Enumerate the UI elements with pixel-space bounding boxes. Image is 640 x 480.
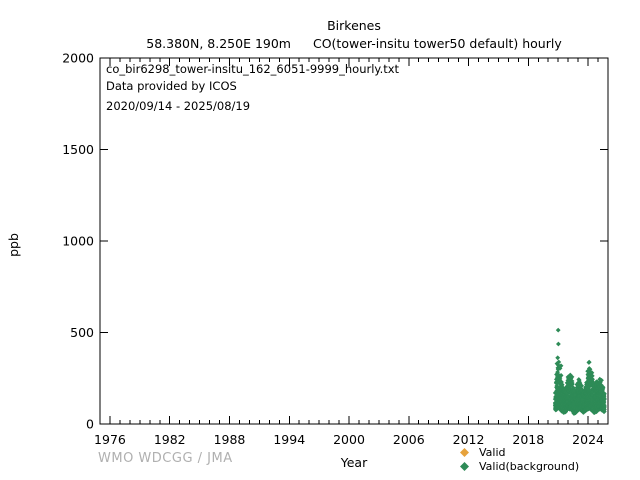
x-tick-label: 2018 <box>512 432 544 447</box>
y-tick-labels: 0 500 1000 1500 2000 <box>62 51 94 432</box>
footer-attribution: WMO WDCGG / JMA <box>98 451 233 466</box>
annotation-filename: co_bir6298_tower-insitu_162_6051-9999_ho… <box>106 62 400 76</box>
annotation-provider: Data provided by ICOS <box>106 79 237 93</box>
legend-label-valid: Valid <box>479 445 506 459</box>
x-tick-label: 2012 <box>453 432 485 447</box>
valid-diamond-icon <box>460 447 469 457</box>
annotation-period: 2020/09/14 - 2025/08/19 <box>106 99 251 113</box>
legend-label-valid-background: Valid(background) <box>479 459 580 473</box>
parameter-label: CO(tower-insitu tower50 default) hourly <box>312 36 562 51</box>
legend-item-valid: Valid <box>459 445 579 459</box>
y-tick-label: 0 <box>86 417 94 432</box>
x-tick-label: 1988 <box>214 432 246 447</box>
x-tick-label: 1982 <box>154 432 186 447</box>
legend: Valid Valid(background) <box>459 445 579 473</box>
valid-background-diamond-icon <box>460 461 469 471</box>
legend-item-valid-background: Valid(background) <box>459 459 579 473</box>
x-axis-label: Year <box>340 455 368 470</box>
x-tick-label: 2000 <box>333 432 365 447</box>
chart-title: Birkenes <box>327 18 381 33</box>
station-coordinates: 58.380N, 8.250E 190m <box>146 36 291 51</box>
chart-subtitle: 58.380N, 8.250E 190m CO(tower-insitu tow… <box>100 36 608 51</box>
y-tick-label: 2000 <box>62 51 94 66</box>
x-tick-labels: 1976 1982 1988 1994 2000 2006 2012 2018 2024 <box>94 432 604 447</box>
y-axis-label: ppb <box>6 233 21 257</box>
annotation-block: co_bir6298_tower-insitu_162_6051-9999_ho… <box>106 61 399 115</box>
plot-frame <box>99 57 609 425</box>
y-tick-label: 500 <box>70 325 94 340</box>
x-tick-label: 1976 <box>94 432 126 447</box>
y-tick-label: 1500 <box>62 142 94 157</box>
x-tick-label: 2006 <box>393 432 425 447</box>
x-tick-label: 2024 <box>572 432 604 447</box>
x-tick-label: 1994 <box>273 432 305 447</box>
y-tick-label: 1000 <box>62 234 94 249</box>
